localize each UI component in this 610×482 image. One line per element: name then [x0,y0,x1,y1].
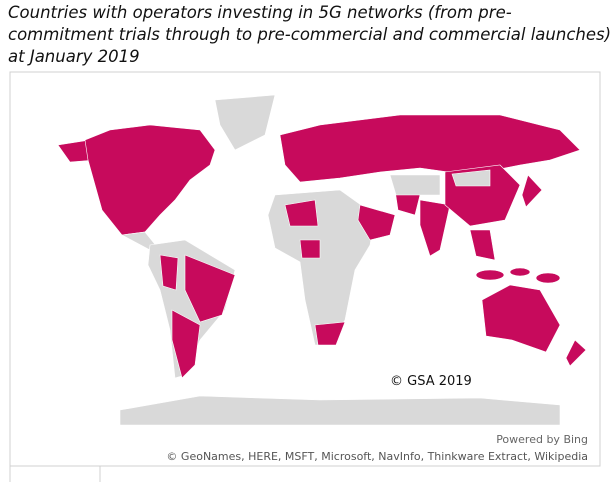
australia [481,284,561,353]
greenland [214,94,276,151]
title-line: at January 2019 [8,47,140,66]
europe-russia [279,114,581,183]
andes [159,254,179,291]
powered-by: Powered by Bing [496,433,588,446]
saudi-arabia [357,204,396,241]
title: Countries with operators investing in 5G… [8,2,610,68]
borneo [509,267,531,277]
indonesia [475,269,505,281]
attribution: © GeoNames, HERE, MSFT, Microsoft, NavIn… [166,450,588,463]
new-zealand [565,339,587,367]
argentina-chile [171,309,201,379]
central-asia [389,174,441,196]
new-guinea [535,272,561,284]
japan [521,174,543,208]
brazil [184,254,236,323]
nigeria [299,239,321,259]
southeast-asia [469,229,496,261]
south-africa [314,321,346,346]
title-line: Countries with operators investing in 5G… [8,3,512,22]
title-line: commitment trials through to pre-commerc… [8,25,610,44]
antarctica [119,395,561,426]
north-america [84,124,216,236]
land [57,94,587,426]
copyright: © GSA 2019 [390,374,472,389]
mongolia [451,169,491,187]
algeria [284,199,319,227]
